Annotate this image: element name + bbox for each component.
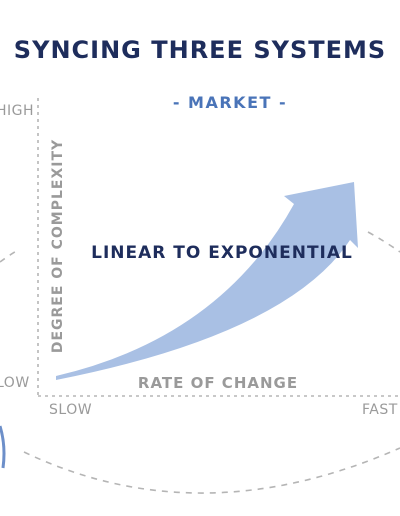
slide-title: SYNCING THREE SYSTEMS <box>14 36 386 64</box>
circle-edge-accent <box>0 425 6 469</box>
x-slow-label: SLOW <box>49 402 92 418</box>
growth-arrow <box>56 182 358 380</box>
arrow-label: LINEAR TO EXPONENTIAL <box>91 243 353 263</box>
y-high-label: HIGH <box>0 103 34 119</box>
y-low-label: LOW <box>0 375 30 391</box>
x-axis-label: RATE OF CHANGE <box>138 374 298 392</box>
section-label: - MARKET - <box>173 93 287 112</box>
circle-arc-right <box>367 231 400 253</box>
x-fast-label: FAST <box>362 402 398 418</box>
y-axis-label: DEGREE OF COMPLEXITY <box>50 139 66 353</box>
circle-arc-left <box>0 249 19 263</box>
circle-arc-bottom <box>23 447 400 494</box>
